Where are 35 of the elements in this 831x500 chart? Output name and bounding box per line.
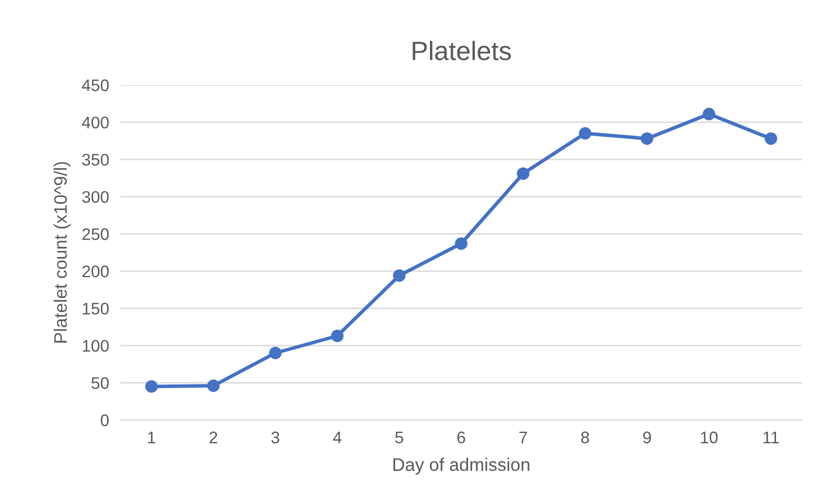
y-tick-label: 300 xyxy=(82,191,109,203)
point xyxy=(454,237,468,250)
x-tick-label: 11 xyxy=(764,432,779,444)
point xyxy=(578,127,592,140)
y-axis-title: Platelet count (x10^9/l) xyxy=(54,162,70,343)
point xyxy=(516,167,530,180)
point xyxy=(207,380,220,392)
x-tick-label: 8 xyxy=(581,432,590,444)
x-tick-label: 3 xyxy=(271,432,280,444)
y-tick-label: 450 xyxy=(82,79,109,92)
x-tick-label: 6 xyxy=(457,432,466,444)
x-tick-label: 10 xyxy=(700,432,718,444)
y-tick-label: 200 xyxy=(82,266,109,278)
x-axis-title: Day of admission xyxy=(393,458,530,475)
y-tick-label: 400 xyxy=(82,116,109,128)
x-tick-label: 1 xyxy=(148,432,156,444)
point xyxy=(702,108,716,120)
x-tick-label: 2 xyxy=(210,432,218,444)
x-tick-label: 9 xyxy=(643,432,651,444)
x-tick-label: 4 xyxy=(333,432,342,444)
y-tick-label: 50 xyxy=(92,377,109,389)
point xyxy=(764,132,778,145)
point xyxy=(269,346,282,360)
point xyxy=(393,269,406,282)
chart-title: Platelets xyxy=(412,40,511,60)
y-tick-label: 250 xyxy=(82,228,109,240)
y-tick-label: 0 xyxy=(100,414,109,426)
point xyxy=(640,132,654,145)
y-tick-label: 150 xyxy=(82,302,109,315)
y-tick-label: 100 xyxy=(82,340,109,352)
x-tick-label: 5 xyxy=(395,432,404,444)
point xyxy=(145,380,158,393)
point xyxy=(331,330,344,342)
y-tick-label: 350 xyxy=(82,154,109,166)
x-tick-label: 7 xyxy=(519,432,527,444)
